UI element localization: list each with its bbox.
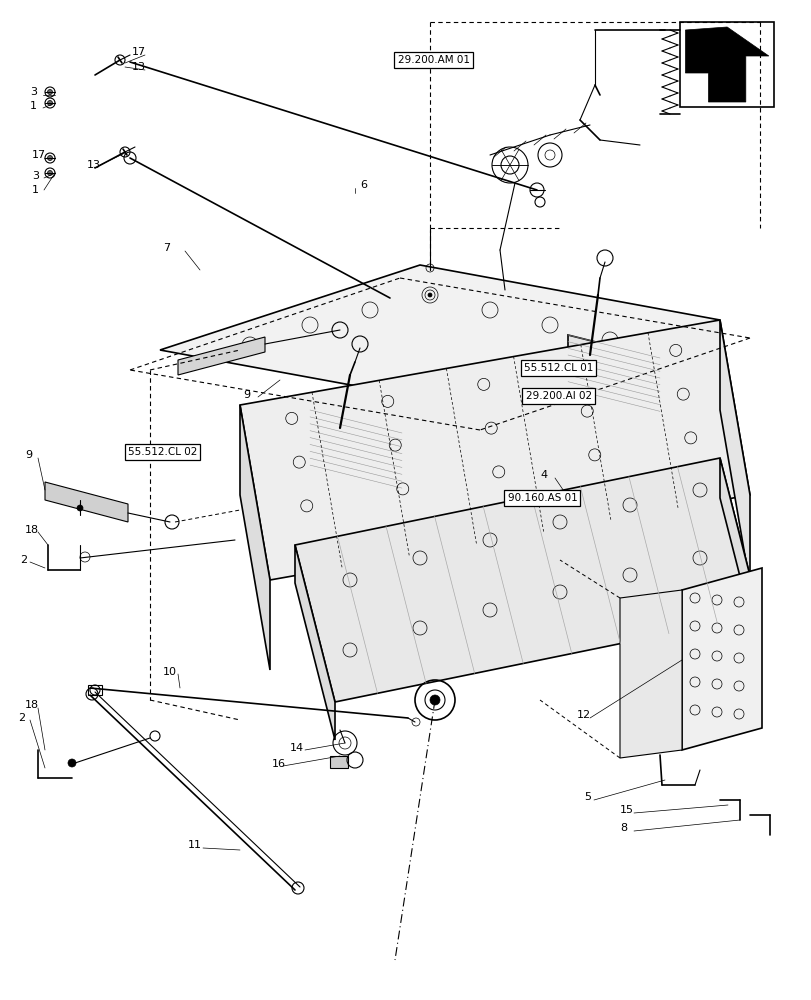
Circle shape	[47, 156, 53, 161]
Circle shape	[430, 695, 440, 705]
Text: 11: 11	[188, 840, 202, 850]
Text: 9: 9	[25, 450, 32, 460]
Text: 55.512.CL 01: 55.512.CL 01	[523, 363, 593, 373]
Polygon shape	[310, 410, 401, 495]
Circle shape	[47, 171, 53, 176]
Polygon shape	[45, 482, 128, 522]
Bar	[88, 685, 102, 695]
Text: 18: 18	[25, 700, 39, 710]
Polygon shape	[684, 27, 768, 102]
Polygon shape	[568, 335, 659, 418]
Text: 17: 17	[32, 150, 46, 160]
Circle shape	[427, 293, 431, 297]
Circle shape	[68, 759, 76, 767]
Text: 7: 7	[163, 243, 170, 253]
Text: 14: 14	[290, 743, 304, 753]
Text: 4: 4	[539, 470, 547, 480]
Circle shape	[77, 505, 83, 511]
Text: 55.512.CL 02: 55.512.CL 02	[127, 447, 197, 457]
Text: 12: 12	[577, 710, 590, 720]
Polygon shape	[240, 405, 270, 670]
Polygon shape	[294, 545, 335, 740]
Text: 3: 3	[30, 87, 37, 97]
Text: 9: 9	[242, 390, 250, 400]
Text: 18: 18	[25, 525, 39, 535]
Text: 13: 13	[87, 160, 101, 170]
Text: 16: 16	[272, 759, 285, 769]
Text: 17: 17	[132, 47, 146, 57]
Text: 90.160.AS 01: 90.160.AS 01	[507, 493, 577, 503]
Text: 5: 5	[583, 792, 590, 802]
Text: 3: 3	[32, 171, 39, 181]
Text: 2: 2	[20, 555, 27, 565]
Circle shape	[47, 101, 53, 106]
Text: 1: 1	[32, 185, 39, 195]
Text: 8: 8	[620, 823, 626, 833]
Text: 29.200.AI 02: 29.200.AI 02	[525, 391, 591, 401]
Polygon shape	[719, 320, 749, 585]
Text: 29.200.AM 01: 29.200.AM 01	[397, 55, 469, 65]
Circle shape	[47, 90, 53, 95]
Text: 13: 13	[132, 62, 146, 72]
Polygon shape	[178, 337, 264, 375]
Polygon shape	[681, 568, 761, 750]
Polygon shape	[160, 265, 719, 405]
Text: 15: 15	[620, 805, 633, 815]
Text: 6: 6	[359, 180, 367, 190]
Polygon shape	[719, 458, 759, 655]
Polygon shape	[620, 590, 681, 758]
Text: 2: 2	[18, 713, 25, 723]
Text: 1: 1	[30, 101, 37, 111]
Bar	[329, 756, 348, 768]
Bar	[680, 22, 773, 107]
Polygon shape	[294, 458, 759, 702]
Polygon shape	[240, 320, 749, 580]
Text: 10: 10	[163, 667, 177, 677]
